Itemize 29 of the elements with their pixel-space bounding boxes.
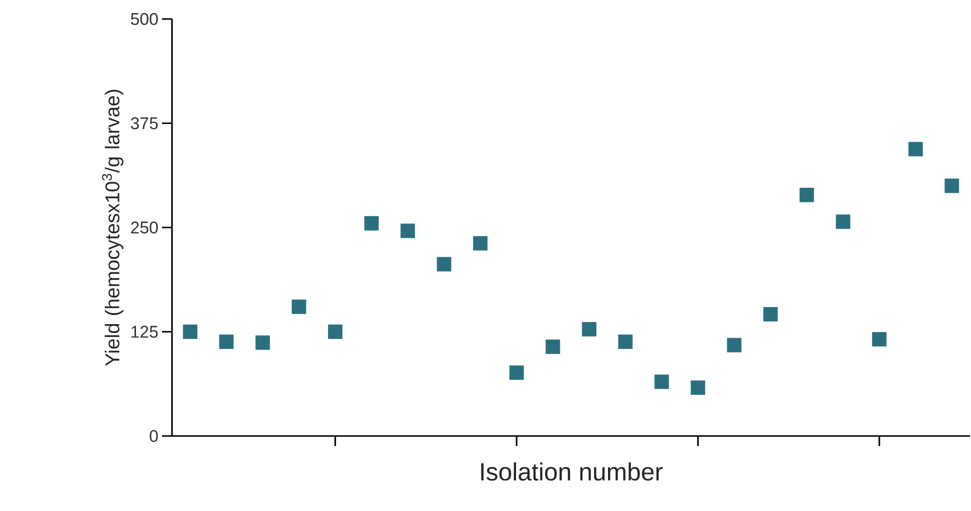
- point: [727, 338, 742, 352]
- point: [582, 322, 596, 336]
- x-axis-title: Isolation number: [481, 462, 663, 481]
- point: [872, 332, 887, 346]
- point: [763, 307, 778, 322]
- point: [908, 142, 923, 156]
- point: [654, 374, 669, 389]
- point: [546, 340, 560, 354]
- y-tick-label: 375: [130, 117, 158, 130]
- point: [219, 334, 234, 349]
- point: [473, 236, 488, 251]
- point: [182, 324, 198, 339]
- point: [509, 365, 524, 380]
- point: [836, 214, 850, 229]
- point: [400, 224, 415, 238]
- point: [328, 324, 342, 339]
- y-tick-label: 0: [150, 430, 158, 442]
- point: [255, 335, 270, 350]
- point: [800, 188, 814, 202]
- y-axis-title: Yield (hemocytesx10$^{3}$/g larvae): [102, 90, 124, 366]
- point: [436, 256, 452, 272]
- y-tick-label: 500: [130, 13, 158, 26]
- point: [618, 334, 633, 349]
- point: [364, 216, 379, 231]
- point: [292, 300, 306, 314]
- y-tick-label: 125: [132, 326, 158, 338]
- point: [944, 178, 960, 193]
- y-tick-label: 250: [131, 222, 158, 234]
- point: [690, 380, 706, 395]
